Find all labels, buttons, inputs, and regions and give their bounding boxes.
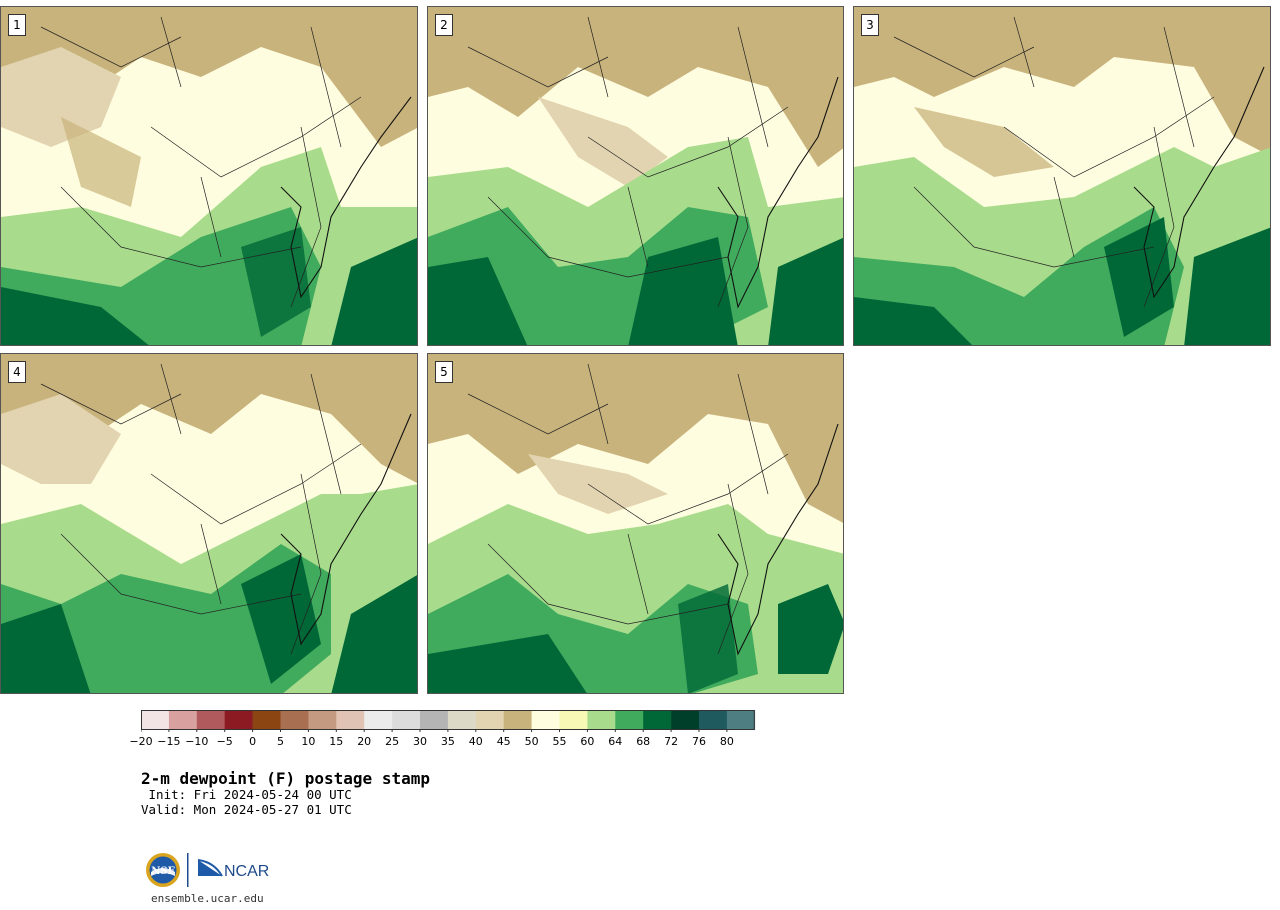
colorbar-swatch xyxy=(168,710,198,730)
colorbar xyxy=(141,710,756,732)
colorbar-swatch xyxy=(420,710,449,730)
colorbar-tick-label: 45 xyxy=(496,735,511,748)
panel-label-1: 1 xyxy=(8,14,26,36)
colorbar-swatch xyxy=(559,710,588,730)
colorbar-tick-label: 80 xyxy=(719,735,734,748)
colorbar-swatch xyxy=(196,710,225,730)
colorbar-tick-label: 10 xyxy=(301,735,316,748)
colorbar-swatch xyxy=(615,710,644,730)
svg-text:NCAR: NCAR xyxy=(224,863,269,880)
map-panel-3: 3 xyxy=(853,6,1271,346)
colorbar-swatch xyxy=(392,710,421,730)
colorbar-swatch xyxy=(447,710,477,730)
colorbar-tick-label: 50 xyxy=(524,735,539,748)
panel-label-5: 5 xyxy=(435,361,453,383)
chart-title: 2-m dewpoint (F) postage stamp xyxy=(141,769,430,788)
colorbar-swatch xyxy=(643,710,672,730)
colorbar-swatch xyxy=(364,710,393,730)
colorbar-swatch xyxy=(475,710,504,730)
map-panel-2: 2 xyxy=(427,6,844,346)
colorbar-tick-label: 0 xyxy=(249,735,257,748)
colorbar-tick-label: 55 xyxy=(552,735,567,748)
colorbar-swatch xyxy=(141,710,170,730)
colorbar-swatch xyxy=(224,710,253,730)
svg-text:NSF: NSF xyxy=(151,866,174,877)
nsf-ncar-logo: NSF NCAR xyxy=(146,853,269,887)
valid-time: Valid: Mon 2024-05-27 01 UTC xyxy=(141,802,352,817)
colorbar-tick-label: 25 xyxy=(385,735,400,748)
colorbar-tick-labels: −20 −15 −10 −5 0 5 10 15 20 25 30 35 40 45 50 55 60 64 68 7… xyxy=(129,731,761,751)
dewpoint-map-3 xyxy=(854,7,1270,345)
website-footer: ensemble.ucar.edu xyxy=(151,892,264,905)
panel-label-2: 2 xyxy=(435,14,453,36)
colorbar-swatch xyxy=(531,710,560,730)
dewpoint-map-1 xyxy=(1,7,417,345)
colorbar-swatch xyxy=(280,710,309,730)
colorbar-swatch xyxy=(671,710,700,730)
colorbar-tick-label: −15 xyxy=(157,735,181,748)
dewpoint-map-4 xyxy=(1,354,417,693)
colorbar-tick-label: 30 xyxy=(413,735,427,748)
map-panel-5: 5 xyxy=(427,353,844,694)
nsf-logo-icon: NSF xyxy=(146,853,180,887)
colorbar-swatch xyxy=(308,710,337,730)
colorbar-tick-label: 72 xyxy=(664,735,679,748)
map-panel-4: 4 xyxy=(0,353,418,694)
colorbar-tick-label: 76 xyxy=(692,735,706,748)
colorbar-swatch xyxy=(699,710,728,730)
ncar-logo-icon: NCAR xyxy=(197,859,269,880)
colorbar-tick-label: 60 xyxy=(580,735,595,748)
panel-label-4: 4 xyxy=(8,361,26,383)
colorbar-tick-label: 5 xyxy=(277,735,284,748)
colorbar-swatch xyxy=(503,710,532,730)
colorbar-tick-label: −20 xyxy=(129,735,153,748)
map-panel-1: 1 xyxy=(0,6,418,346)
colorbar-tick-label: −10 xyxy=(185,735,209,748)
dewpoint-map-5 xyxy=(428,354,843,693)
colorbar-tick-label: 68 xyxy=(636,735,651,748)
colorbar-tick-label: −5 xyxy=(216,735,233,748)
colorbar-swatch xyxy=(252,710,281,730)
colorbar-tick-label: 40 xyxy=(468,735,483,748)
colorbar-tick-label: 20 xyxy=(357,735,372,748)
colorbar-tick-label: 64 xyxy=(608,735,623,748)
colorbar-swatch xyxy=(587,710,616,730)
panel-label-3: 3 xyxy=(861,14,879,36)
colorbar-swatch xyxy=(336,710,365,730)
colorbar-swatch xyxy=(726,710,756,730)
colorbar-tick-label: 15 xyxy=(329,735,344,748)
dewpoint-map-2 xyxy=(428,7,843,345)
init-time: Init: Fri 2024-05-24 00 UTC xyxy=(141,787,352,802)
colorbar-tick-label: 35 xyxy=(440,735,455,748)
